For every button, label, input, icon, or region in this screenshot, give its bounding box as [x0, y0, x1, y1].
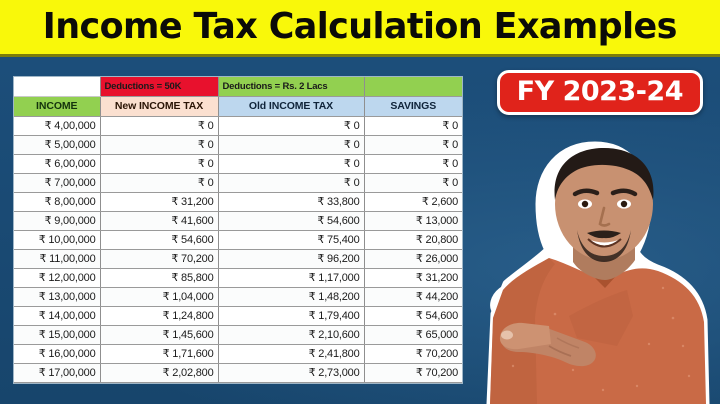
- cell-savings[interactable]: ₹ 54,600: [364, 306, 462, 326]
- cell-income[interactable]: ₹ 9,00,000: [14, 211, 101, 231]
- cell-new_tax[interactable]: ₹ 1,24,800: [100, 306, 219, 326]
- table-row[interactable]: ₹ 14,00,000 ₹ 1,24,800 ₹ 1,79,400 ₹ 54,600: [14, 306, 462, 326]
- table-row[interactable]: ₹ 17,00,000 ₹ 2,02,800 ₹ 2,73,000 ₹ 70,200: [14, 363, 462, 383]
- cell-old_tax[interactable]: ₹ 1,48,200: [218, 287, 365, 307]
- table-row[interactable]: ₹ 4,00,000 ₹ 0 ₹ 0 ₹ 0: [14, 116, 462, 136]
- presenter-illustration: [486, 141, 710, 404]
- cell-savings[interactable]: ₹ 0: [364, 173, 462, 193]
- cell-income[interactable]: ₹ 10,00,000: [14, 230, 101, 250]
- cell-new_tax[interactable]: ₹ 85,800: [100, 268, 219, 288]
- income-tax-table[interactable]: Deductions = 50K Deductions = Rs. 2 Lacs…: [13, 76, 463, 384]
- cell-savings[interactable]: ₹ 13,000: [364, 211, 462, 231]
- cell-new_tax[interactable]: ₹ 0: [100, 154, 219, 174]
- table-row[interactable]: ₹ 15,00,000 ₹ 1,45,600 ₹ 2,10,600 ₹ 65,000: [14, 325, 462, 345]
- comparison-table: Deductions = 50K Deductions = Rs. 2 Lacs…: [14, 77, 462, 383]
- cell-income[interactable]: ₹ 13,00,000: [14, 287, 101, 307]
- cell-savings[interactable]: ₹ 0: [364, 116, 462, 136]
- table-row[interactable]: ₹ 11,00,000 ₹ 70,200 ₹ 96,200 ₹ 26,000: [14, 249, 462, 269]
- cell-savings[interactable]: ₹ 2,600: [364, 192, 462, 212]
- table-row[interactable]: ₹ 7,00,000 ₹ 0 ₹ 0 ₹ 0: [14, 173, 462, 193]
- cell-income[interactable]: ₹ 14,00,000: [14, 306, 101, 326]
- cell-old_tax[interactable]: ₹ 2,73,000: [218, 363, 365, 383]
- cell-old_tax[interactable]: ₹ 75,400: [218, 230, 365, 250]
- cell-savings[interactable]: ₹ 31,200: [364, 268, 462, 288]
- group-header-new-regime: Deductions = 50K: [100, 77, 219, 97]
- cell-income[interactable]: ₹ 8,00,000: [14, 192, 101, 212]
- cell-savings[interactable]: ₹ 0: [364, 135, 462, 155]
- column-header-row: INCOME New INCOME TAX Old INCOME TAX SAV…: [14, 96, 462, 117]
- cell-income[interactable]: ₹ 7,00,000: [14, 173, 101, 193]
- cell-new_tax[interactable]: ₹ 41,600: [100, 211, 219, 231]
- cell-old_tax[interactable]: ₹ 2,41,800: [218, 344, 365, 364]
- cell-old_tax[interactable]: ₹ 2,10,600: [218, 325, 365, 345]
- cell-income[interactable]: ₹ 15,00,000: [14, 325, 101, 345]
- cell-income[interactable]: ₹ 17,00,000: [14, 363, 101, 383]
- cell-savings[interactable]: ₹ 70,200: [364, 344, 462, 364]
- cell-new_tax[interactable]: ₹ 31,200: [100, 192, 219, 212]
- cell-old_tax[interactable]: ₹ 1,17,000: [218, 268, 365, 288]
- column-header-savings[interactable]: SAVINGS: [364, 96, 462, 117]
- presenter-cutout: [477, 138, 720, 404]
- cell-new_tax[interactable]: ₹ 2,02,800: [100, 363, 219, 383]
- cell-new_tax[interactable]: ₹ 0: [100, 116, 219, 136]
- cell-income[interactable]: ₹ 16,00,000: [14, 344, 101, 364]
- fiscal-year-badge: FY 2023-24: [496, 70, 703, 115]
- group-header-old-regime: Deductions = Rs. 2 Lacs: [218, 77, 365, 97]
- cell-old_tax[interactable]: ₹ 33,800: [218, 192, 365, 212]
- table-row[interactable]: ₹ 10,00,000 ₹ 54,600 ₹ 75,400 ₹ 20,800: [14, 230, 462, 250]
- cell-new_tax[interactable]: ₹ 1,04,000: [100, 287, 219, 307]
- page-title: Income Tax Calculation Examples: [43, 6, 678, 47]
- group-header-savings: [364, 77, 462, 97]
- hair: [554, 148, 654, 200]
- cell-old_tax[interactable]: ₹ 0: [218, 154, 365, 174]
- cell-savings[interactable]: ₹ 0: [364, 154, 462, 174]
- cell-savings[interactable]: ₹ 26,000: [364, 249, 462, 269]
- cell-savings[interactable]: ₹ 20,800: [364, 230, 462, 250]
- fiscal-year-label: FY 2023-24: [516, 76, 684, 107]
- cell-savings[interactable]: ₹ 70,200: [364, 363, 462, 383]
- cell-savings[interactable]: ₹ 44,200: [364, 287, 462, 307]
- cell-income[interactable]: ₹ 6,00,000: [14, 154, 101, 174]
- table-row[interactable]: ₹ 5,00,000 ₹ 0 ₹ 0 ₹ 0: [14, 135, 462, 155]
- face: [555, 148, 653, 260]
- group-header-blank: [14, 77, 101, 97]
- column-header-income[interactable]: INCOME: [14, 96, 101, 117]
- cell-new_tax[interactable]: ₹ 0: [100, 173, 219, 193]
- table-row[interactable]: ₹ 8,00,000 ₹ 31,200 ₹ 33,800 ₹ 2,600: [14, 192, 462, 212]
- table-row[interactable]: ₹ 9,00,000 ₹ 41,600 ₹ 54,600 ₹ 13,000: [14, 211, 462, 231]
- cell-income[interactable]: ₹ 5,00,000: [14, 135, 101, 155]
- cell-old_tax[interactable]: ₹ 0: [218, 116, 365, 136]
- cell-new_tax[interactable]: ₹ 54,600: [100, 230, 219, 250]
- table-row[interactable]: ₹ 6,00,000 ₹ 0 ₹ 0 ₹ 0: [14, 154, 462, 174]
- table-body: Deductions = 50K Deductions = Rs. 2 Lacs…: [14, 77, 462, 383]
- group-header-row: Deductions = 50K Deductions = Rs. 2 Lacs: [14, 77, 462, 97]
- cell-income[interactable]: ₹ 4,00,000: [14, 116, 101, 136]
- table-row[interactable]: ₹ 12,00,000 ₹ 85,800 ₹ 1,17,000 ₹ 31,200: [14, 268, 462, 288]
- title-banner: Income Tax Calculation Examples: [0, 0, 720, 57]
- cell-old_tax[interactable]: ₹ 0: [218, 173, 365, 193]
- cell-new_tax[interactable]: ₹ 0: [100, 135, 219, 155]
- cell-new_tax[interactable]: ₹ 1,71,600: [100, 344, 219, 364]
- cell-old_tax[interactable]: ₹ 0: [218, 135, 365, 155]
- cell-income[interactable]: ₹ 11,00,000: [14, 249, 101, 269]
- table-row[interactable]: ₹ 16,00,000 ₹ 1,71,600 ₹ 2,41,800 ₹ 70,200: [14, 344, 462, 364]
- column-header-new-tax[interactable]: New INCOME TAX: [100, 96, 219, 117]
- cell-income[interactable]: ₹ 12,00,000: [14, 268, 101, 288]
- cell-old_tax[interactable]: ₹ 1,79,400: [218, 306, 365, 326]
- column-header-old-tax[interactable]: Old INCOME TAX: [218, 96, 365, 117]
- cell-savings[interactable]: ₹ 65,000: [364, 325, 462, 345]
- cell-new_tax[interactable]: ₹ 70,200: [100, 249, 219, 269]
- cell-new_tax[interactable]: ₹ 1,45,600: [100, 325, 219, 345]
- cell-old_tax[interactable]: ₹ 96,200: [218, 249, 365, 269]
- cell-old_tax[interactable]: ₹ 54,600: [218, 211, 365, 231]
- table-row[interactable]: ₹ 13,00,000 ₹ 1,04,000 ₹ 1,48,200 ₹ 44,200: [14, 287, 462, 307]
